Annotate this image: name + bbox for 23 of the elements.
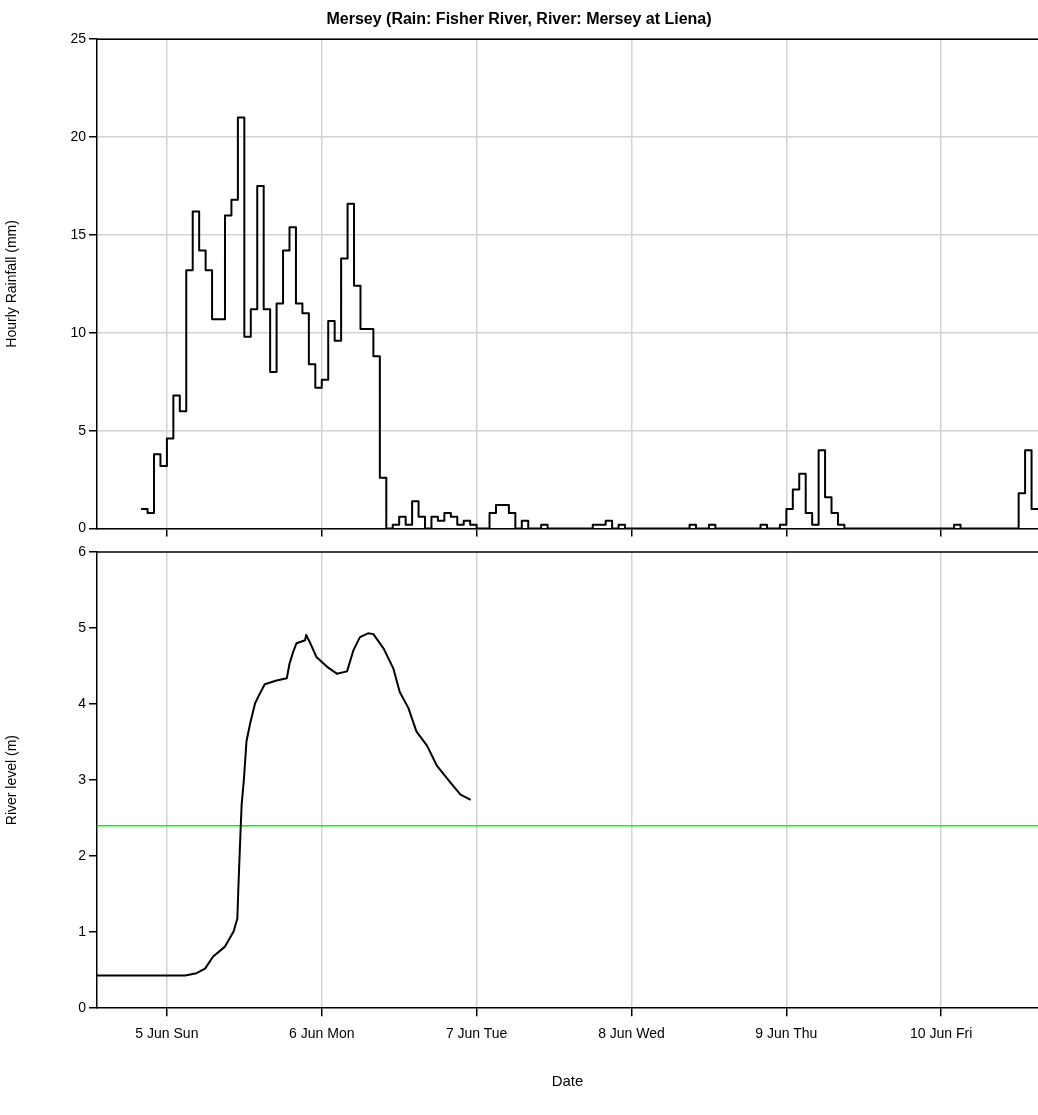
x-tick-label: 10 Jun Fri (910, 1025, 973, 1042)
y-tick-label: 0 (78, 519, 87, 536)
x-tick-label: 8 Jun Wed (598, 1025, 665, 1042)
y-tick-label: 0 (78, 999, 87, 1016)
x-tick-label: 5 Jun Sun (135, 1025, 199, 1042)
y-tick-label: 25 (70, 30, 87, 47)
y-tick-label: 3 (78, 770, 87, 787)
y-tick-label: 5 (78, 421, 87, 438)
x-tick-label: 7 Jun Tue (445, 1025, 508, 1042)
x-tick-label: 6 Jun Mon (289, 1025, 355, 1042)
x-axis-title: Date (551, 1072, 584, 1090)
y-axis-title: Hourly Rainfall (mm) (3, 220, 20, 348)
x-tick-label: 9 Jun Thu (755, 1025, 818, 1042)
y-tick-label: 20 (70, 127, 87, 144)
y-tick-label: 4 (78, 694, 87, 711)
y-tick-label: 1 (78, 923, 87, 940)
chart-title: Mersey (Rain: Fisher River, River: Mersey at Liena) (326, 10, 712, 28)
y-axis-title: River level (m) (3, 734, 20, 826)
y-tick-label: 6 (78, 542, 87, 559)
y-tick-label: 5 (78, 618, 87, 635)
y-tick-label: 15 (70, 225, 87, 242)
y-tick-label: 10 (70, 323, 87, 340)
y-tick-label: 2 (78, 846, 87, 863)
